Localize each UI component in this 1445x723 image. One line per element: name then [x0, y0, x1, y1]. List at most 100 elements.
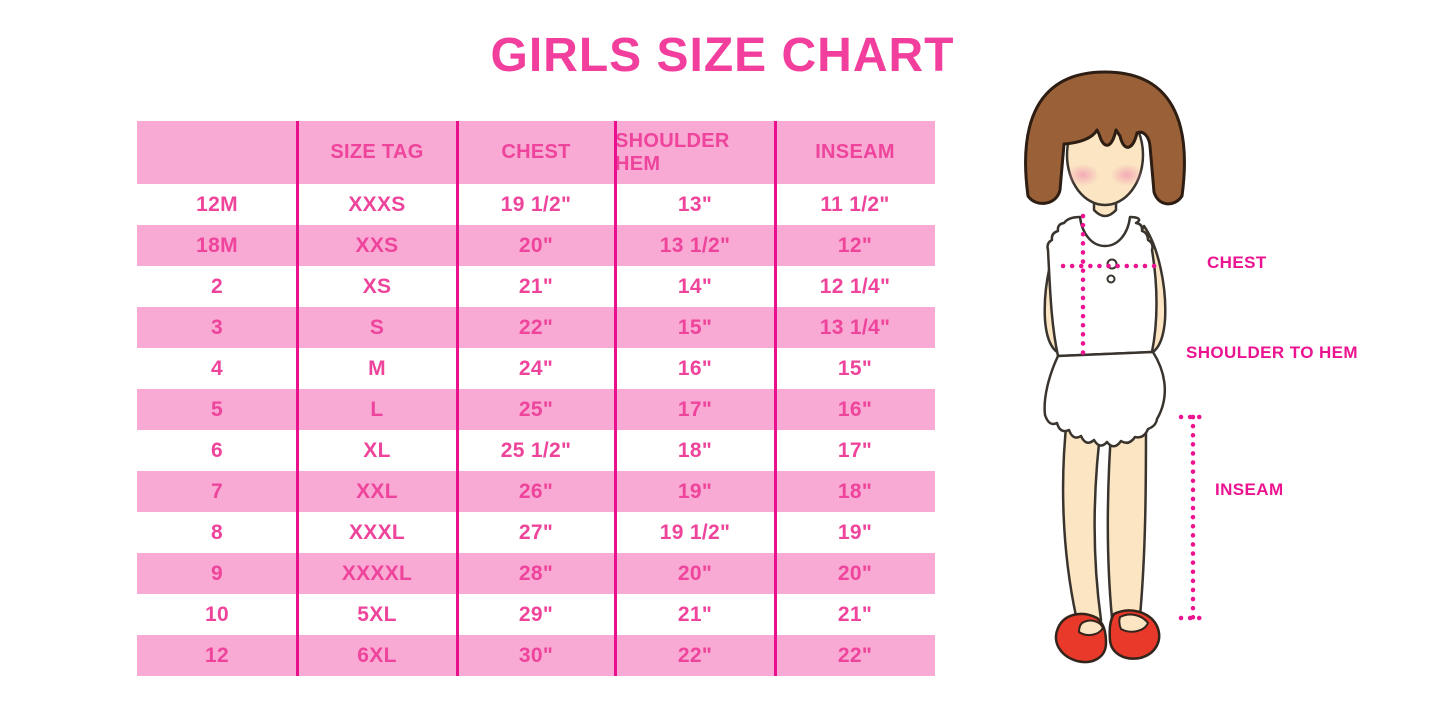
table-cell: L — [370, 397, 384, 421]
table-cell: 18M — [196, 233, 238, 257]
right-shoe-opening — [1118, 613, 1150, 633]
table-cell: XS — [362, 274, 392, 298]
dress-top — [1046, 215, 1158, 358]
hair — [1024, 70, 1186, 206]
left-shoe — [1054, 612, 1108, 664]
column-divider — [456, 121, 459, 676]
table-cell: 12 1/4" — [819, 274, 891, 298]
table-cell: 6 — [211, 438, 223, 462]
measurement-figure: CHEST SHOULDER TO HEM INSEAM — [1000, 60, 1445, 710]
table-cell: 13 1/2" — [659, 233, 731, 257]
table-cell: 24" — [518, 356, 554, 380]
table-cell: 19 1/2" — [659, 520, 731, 544]
table-cell: 25 1/2" — [500, 438, 572, 462]
table-row: 18M XXS 20" 13 1/2" 12" — [137, 225, 935, 266]
table-cell: 25" — [518, 397, 554, 421]
table-cell: M — [368, 356, 386, 380]
header-cell — [137, 121, 297, 184]
table-cell: 28" — [518, 561, 554, 585]
table-cell: 16" — [837, 397, 873, 421]
table-cell: 17" — [837, 438, 873, 462]
table-cell: 9 — [211, 561, 223, 585]
table-row: 4 M 24" 16" 15" — [137, 348, 935, 389]
table-cell: 21" — [677, 602, 713, 626]
table-cell: 17" — [677, 397, 713, 421]
header-cell: INSEAM — [815, 141, 895, 163]
column-divider — [296, 121, 299, 676]
table-cell: XL — [363, 438, 391, 462]
table-cell: 13" — [677, 192, 713, 216]
table-cell: XXS — [355, 233, 399, 257]
page-title: GIRLS SIZE CHART — [490, 29, 955, 82]
table-cell: 5XL — [357, 602, 397, 626]
table-cell: 19" — [837, 520, 873, 544]
table-cell: 15" — [677, 315, 713, 339]
table-cell: 18" — [837, 479, 873, 503]
column-divider — [614, 121, 617, 676]
table-cell: 22" — [677, 643, 713, 667]
table-row: 12M XXXS 19 1/2" 13" 11 1/2" — [137, 184, 935, 225]
table-row: 3 S 22" 15" 13 1/4" — [137, 307, 935, 348]
table-cell: XXXS — [348, 192, 406, 216]
table-row: 9 XXXXL 28" 20" 20" — [137, 553, 935, 594]
left-cheek — [1067, 164, 1099, 186]
right-cheek — [1111, 164, 1143, 186]
table-cell: 3 — [211, 315, 223, 339]
table-cell: 5 — [211, 397, 223, 421]
header-row: SIZE TAG CHEST SHOULDER HEM INSEAM — [137, 121, 935, 184]
table-cell: 10 — [205, 602, 229, 626]
header-cell: SHOULDER HEM — [615, 129, 730, 175]
table-cell: 16" — [677, 356, 713, 380]
table-cell: 13 1/4" — [819, 315, 891, 339]
table-cell: 12M — [196, 192, 238, 216]
table-cell: XXXXL — [341, 561, 413, 585]
table-cell: XXL — [356, 479, 398, 503]
table-cell: 12 — [205, 643, 229, 667]
header-cell: SIZE TAG — [330, 141, 424, 163]
table-row: 5 L 25" 17" 16" — [137, 389, 935, 430]
table-cell: 21" — [518, 274, 554, 298]
table-row: 6 XL 25 1/2" 18" 17" — [137, 430, 935, 471]
table-row: 7 XXL 26" 19" 18" — [137, 471, 935, 512]
table-cell: 21" — [837, 602, 873, 626]
table-cell: 8 — [211, 520, 223, 544]
table-cell: 20" — [518, 233, 554, 257]
left-shoe-opening — [1077, 619, 1105, 637]
shoulder-to-hem-label: SHOULDER TO HEM — [1186, 343, 1358, 362]
table-row: 2 XS 21" 14" 12 1/4" — [137, 266, 935, 307]
table-cell: 22" — [837, 643, 873, 667]
table-cell: 19" — [677, 479, 713, 503]
left-leg — [1061, 416, 1104, 622]
table-cell: 11 1/2" — [820, 192, 890, 216]
table-cell: XXXL — [348, 520, 406, 544]
table-cell: 30" — [518, 643, 554, 667]
size-table: SIZE TAG CHEST SHOULDER HEM INSEAM 12M XXXS 19… — [137, 121, 935, 676]
table-cell: S — [369, 315, 385, 339]
table-cell: 20" — [677, 561, 713, 585]
header-cell: CHEST — [501, 141, 571, 163]
inseam-label: INSEAM — [1215, 480, 1284, 499]
table-cell: 14" — [677, 274, 713, 298]
table-cell: 20" — [837, 561, 873, 585]
table-cell: 15" — [837, 356, 873, 380]
table-row: 10 5XL 29" 21" 21" — [137, 594, 935, 635]
table-cell: 27" — [518, 520, 554, 544]
table-cell: 22" — [518, 315, 554, 339]
table-cell: 12" — [837, 233, 873, 257]
table-cell: 4 — [211, 356, 223, 380]
table-row: 8 XXXL 27" 19 1/2" 19" — [137, 512, 935, 553]
table-cell: 26" — [518, 479, 554, 503]
dress-button-bottom — [1106, 274, 1116, 284]
right-leg — [1106, 416, 1148, 620]
column-divider — [774, 121, 777, 676]
chest-label: CHEST — [1207, 253, 1267, 272]
table-cell: 7 — [211, 479, 223, 503]
table-cell: 2 — [211, 274, 223, 298]
table-row: 12 6XL 30" 22" 22" — [137, 635, 935, 676]
table-cell: 18" — [677, 438, 713, 462]
girl-illustration — [1024, 70, 1209, 664]
table-cell: 6XL — [357, 643, 397, 667]
table-cell: 29" — [518, 602, 554, 626]
table-cell: 19 1/2" — [500, 192, 572, 216]
